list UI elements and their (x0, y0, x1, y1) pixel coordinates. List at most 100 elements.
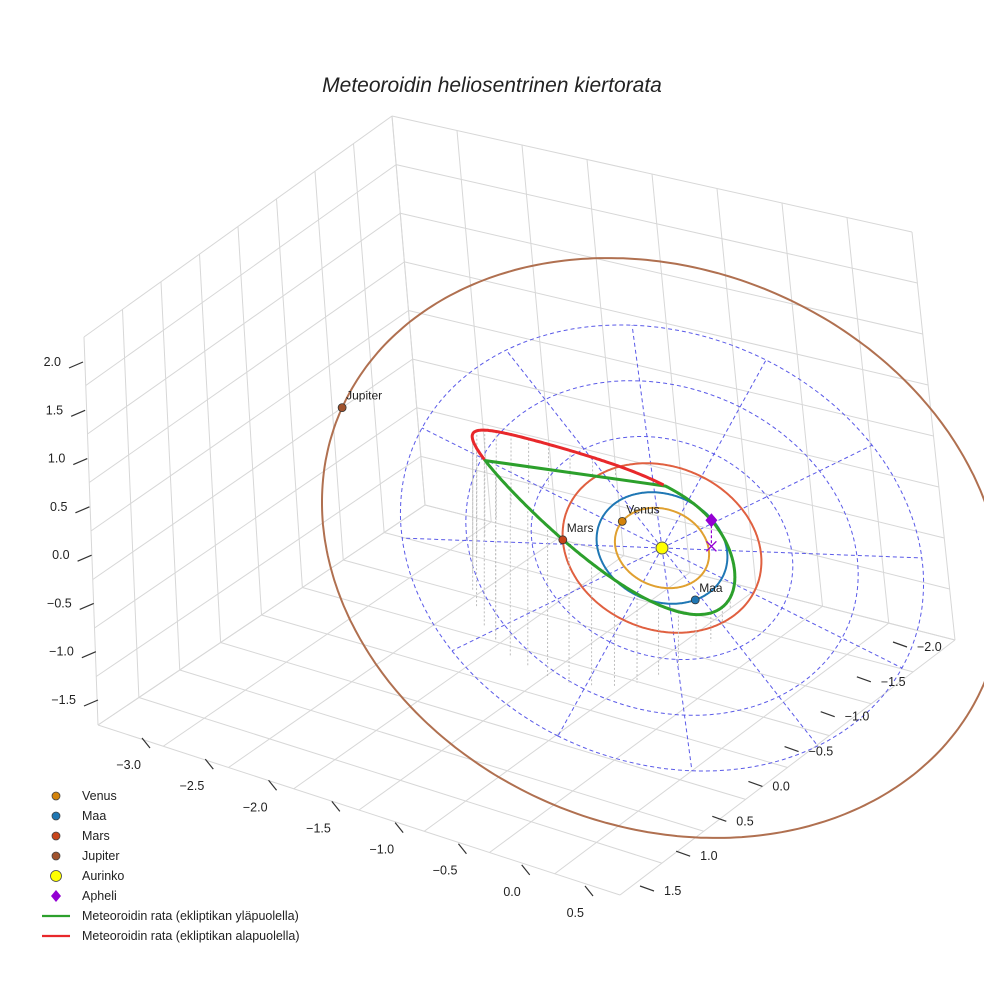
legend-label: Aurinko (82, 869, 125, 883)
aphelion-projection-marker (705, 540, 717, 552)
ecliptic-spoke (661, 547, 922, 559)
y-tick-mark (784, 746, 799, 753)
z-tick-mark (70, 409, 86, 417)
floor-gridline (343, 559, 872, 705)
legend-item: Mars (40, 826, 299, 846)
x-tick-mark (268, 779, 278, 791)
z-tick-mark (75, 506, 90, 514)
wall-gridline (400, 212, 923, 335)
wall-gridline (94, 407, 418, 629)
x-tick-label: −3.0 (116, 758, 141, 772)
x-tick-label: −0.5 (433, 864, 458, 878)
sun-marker (655, 541, 669, 555)
ecliptic-spoke (557, 547, 663, 737)
legend-label: Maa (82, 809, 107, 823)
ecliptic-spoke (631, 325, 663, 549)
z-tick-label: −0.5 (47, 596, 72, 610)
y-tick-label: −2.0 (917, 640, 942, 654)
z-tick-label: −1.0 (49, 645, 74, 659)
legend-symbol (40, 786, 72, 806)
z-tick-label: 1.5 (46, 403, 63, 417)
y-tick-label: −1.0 (845, 710, 870, 724)
legend-item: Maa (40, 806, 299, 826)
y-tick-label: −0.5 (809, 745, 834, 759)
floor-gridline (302, 587, 830, 737)
legend-label: Venus (82, 789, 117, 803)
legend-label: Mars (82, 829, 110, 843)
y-tick-label: −1.5 (881, 675, 906, 689)
legend-item: Venus (40, 786, 299, 806)
x-tick-label: −2.0 (243, 800, 268, 814)
wall-gridline (391, 115, 913, 233)
legend-symbol (40, 926, 72, 946)
z-tick-mark (73, 458, 88, 466)
wall-gridline (404, 261, 929, 386)
floor-gridline (220, 642, 746, 800)
y-tick-mark (639, 885, 655, 892)
x-tick-mark (204, 758, 214, 770)
y-tick-label: 1.5 (664, 884, 681, 898)
ecliptic-spoke (661, 359, 767, 549)
floor-gridline (138, 697, 663, 864)
body-markers: Venus Maa Mars Jupiter (337, 389, 723, 605)
legend-item: Meteoroidin rata (ekliptikan yläpuolella… (40, 906, 299, 926)
ecliptic-spoke (402, 537, 663, 549)
legend-dot (51, 831, 61, 841)
z-tick-mark (77, 554, 92, 562)
meteoroid-orbit-below (470, 428, 665, 487)
y-tick-mark (892, 641, 908, 648)
legend-symbol (40, 906, 72, 926)
label-maa: Maa (699, 581, 723, 595)
x-tick-label: −1.5 (306, 821, 331, 835)
label-mars: Mars (567, 521, 594, 535)
marker-mars (558, 535, 568, 545)
x-tick-mark (141, 737, 151, 749)
wall-gridline (88, 261, 405, 483)
legend-item: Apheli (40, 886, 299, 906)
aphelion-marker (705, 513, 718, 528)
x-tick-label: −2.5 (180, 779, 205, 793)
axes-grid (83, 115, 956, 896)
wall-gridline (97, 504, 426, 726)
wall-gridline (92, 358, 413, 580)
z-tick-label: 2.0 (44, 355, 61, 369)
legend: Venus Maa Mars Jupiter Aurinko Apheli Meteoroi… (40, 786, 299, 946)
marker-maa (690, 595, 700, 605)
marker-venus (617, 516, 627, 526)
ecliptic-spoke (661, 547, 693, 771)
legend-dot (50, 870, 62, 882)
wall-gridline (412, 358, 939, 488)
y-tick-mark (856, 676, 872, 683)
y-tick-mark (675, 850, 691, 857)
legend-dot (51, 791, 61, 801)
legend-symbol (40, 846, 72, 866)
z-tick-mark (79, 602, 94, 610)
legend-label: Jupiter (82, 849, 120, 863)
wall-gridline (424, 504, 956, 641)
label-venus: Venus (626, 502, 659, 516)
ecliptic-spoke (421, 427, 663, 549)
z-tick-label: 1.0 (48, 452, 65, 466)
legend-symbol (40, 886, 72, 906)
legend-item: Aurinko (40, 866, 299, 886)
orbit-venus (613, 506, 711, 590)
z-tick-label: 0.5 (50, 500, 67, 514)
legend-symbol (40, 826, 72, 846)
wall-gridline (408, 310, 934, 437)
z-tick-mark (83, 699, 99, 707)
meteoroid-orbit (470, 428, 737, 686)
z-tick-mark (81, 651, 97, 659)
orbit-jupiter (321, 257, 984, 839)
x-tick-label: 0.5 (567, 906, 584, 920)
y-tick-label: 0.0 (772, 779, 789, 793)
legend-dot (51, 851, 61, 861)
marker-jupiter (337, 403, 347, 413)
ecliptic-spoke (451, 547, 663, 652)
legend-label: Meteoroidin rata (ekliptikan alapuolella… (82, 929, 300, 943)
z-tick-label: −1.5 (51, 693, 76, 707)
ecliptic-reference-grid (399, 324, 925, 772)
axis-ticks: −1.5 −1.0 −0.5 0.0 0.5 1.0 1.5 2.0 −3.0 −2.5 −2.0 −… (44, 355, 942, 920)
y-tick-mark (712, 815, 727, 822)
wall-gridline (85, 164, 397, 386)
wall-gridline (416, 407, 945, 539)
